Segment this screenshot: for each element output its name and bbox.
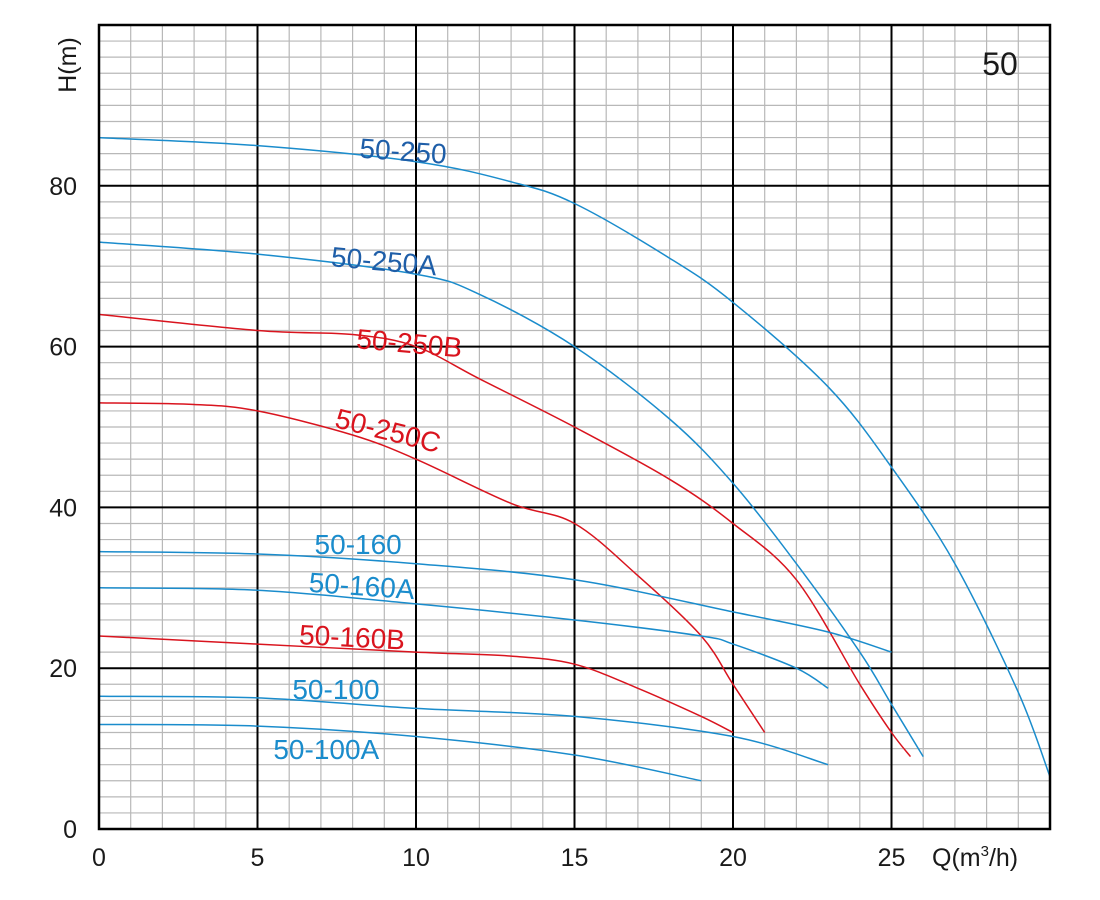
- major-gridlines: [99, 25, 1050, 829]
- pump-family-label: 50: [982, 46, 1018, 82]
- series-curves: [98, 136, 1051, 782]
- y-tick-label: 40: [49, 494, 77, 522]
- series-curve-50-250a: [98, 241, 924, 757]
- y-tick-label: 0: [63, 816, 77, 844]
- series-curve-50-250: [98, 136, 1051, 777]
- x-tick-label: 10: [402, 844, 430, 872]
- series-curve-50-160a: [98, 587, 829, 689]
- curve-label-50-100: 50-100: [292, 674, 379, 705]
- y-tick-label: 80: [49, 173, 77, 201]
- x-tick-label: 15: [561, 844, 589, 872]
- x-tick-label: 20: [719, 844, 747, 872]
- y-tick-label: 20: [49, 655, 77, 683]
- x-tick-label: 25: [878, 844, 906, 872]
- series-curve-50-250c: [98, 402, 766, 733]
- series-curve-50-160: [98, 550, 892, 653]
- x-tick-label: 5: [251, 844, 265, 872]
- series-curve-50-250b: [98, 313, 912, 758]
- curve-label-50-160a: 50-160A: [308, 567, 416, 605]
- curve-label-50-160b: 50-160B: [298, 619, 405, 655]
- tick-labels: 0 5 10 15 20 25 0 20 40 60 80: [49, 173, 905, 872]
- x-tick-label: 0: [92, 844, 106, 872]
- curve-label-50-160: 50-160: [315, 529, 402, 560]
- curve-label-50-250a: 50-250A: [330, 241, 438, 281]
- curve-label-50-250: 50-250: [359, 133, 448, 170]
- series-curve-50-100a: [98, 723, 702, 782]
- series-curve-50-160b: [98, 635, 734, 734]
- curve-label-50-100a: 50-100A: [273, 734, 379, 765]
- curve-labels: 50-25050-250A50-250B50-250C50-16050-160A…: [273, 133, 463, 765]
- y-tick-label: 60: [49, 334, 77, 362]
- y-axis-label: H(m): [54, 37, 82, 93]
- series-curve-50-100: [98, 695, 829, 766]
- x-axis-label: Q(m3/h): [932, 843, 1018, 872]
- plot-frame: [97, 23, 1052, 831]
